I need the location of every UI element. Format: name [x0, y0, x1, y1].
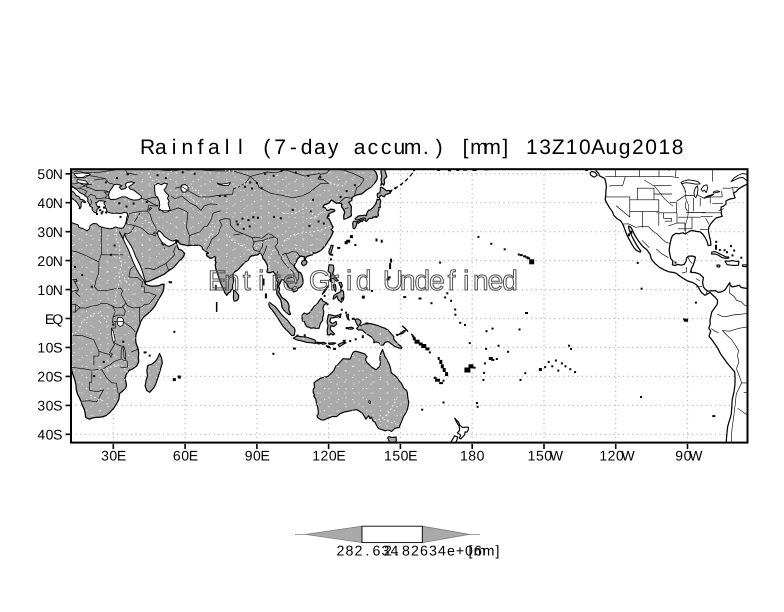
svg-text:60E: 60E: [173, 448, 198, 464]
svg-text:20S: 20S: [37, 369, 62, 385]
svg-text:50N: 50N: [37, 166, 63, 182]
svg-text:180: 180: [460, 448, 485, 464]
svg-text:Entire Grid Undefined: Entire Grid Undefined: [208, 265, 518, 296]
svg-text:20N: 20N: [37, 253, 63, 269]
svg-text:10S: 10S: [37, 340, 62, 356]
svg-text:Rainfall (7-day accum.) [mm] 1: Rainfall (7-day accum.) [mm] 13Z10Aug201…: [140, 136, 683, 159]
svg-text:30S: 30S: [37, 398, 62, 414]
svg-text:40N: 40N: [37, 195, 63, 211]
svg-text:EQ: EQ: [45, 311, 64, 327]
svg-text:150E: 150E: [384, 448, 417, 464]
svg-text:[mm]: [mm]: [469, 544, 500, 560]
svg-text:90W: 90W: [675, 448, 703, 464]
svg-text:30N: 30N: [37, 224, 63, 240]
svg-text:120W: 120W: [599, 448, 635, 464]
svg-text:282.634: 282.634: [337, 544, 399, 560]
svg-text:40S: 40S: [37, 427, 62, 443]
svg-text:90E: 90E: [245, 448, 270, 464]
svg-text:2.82634e+06: 2.82634e+06: [384, 544, 482, 560]
svg-text:30E: 30E: [101, 448, 126, 464]
svg-text:120E: 120E: [312, 448, 345, 464]
svg-text:10N: 10N: [37, 282, 63, 298]
svg-text:150W: 150W: [528, 448, 564, 464]
